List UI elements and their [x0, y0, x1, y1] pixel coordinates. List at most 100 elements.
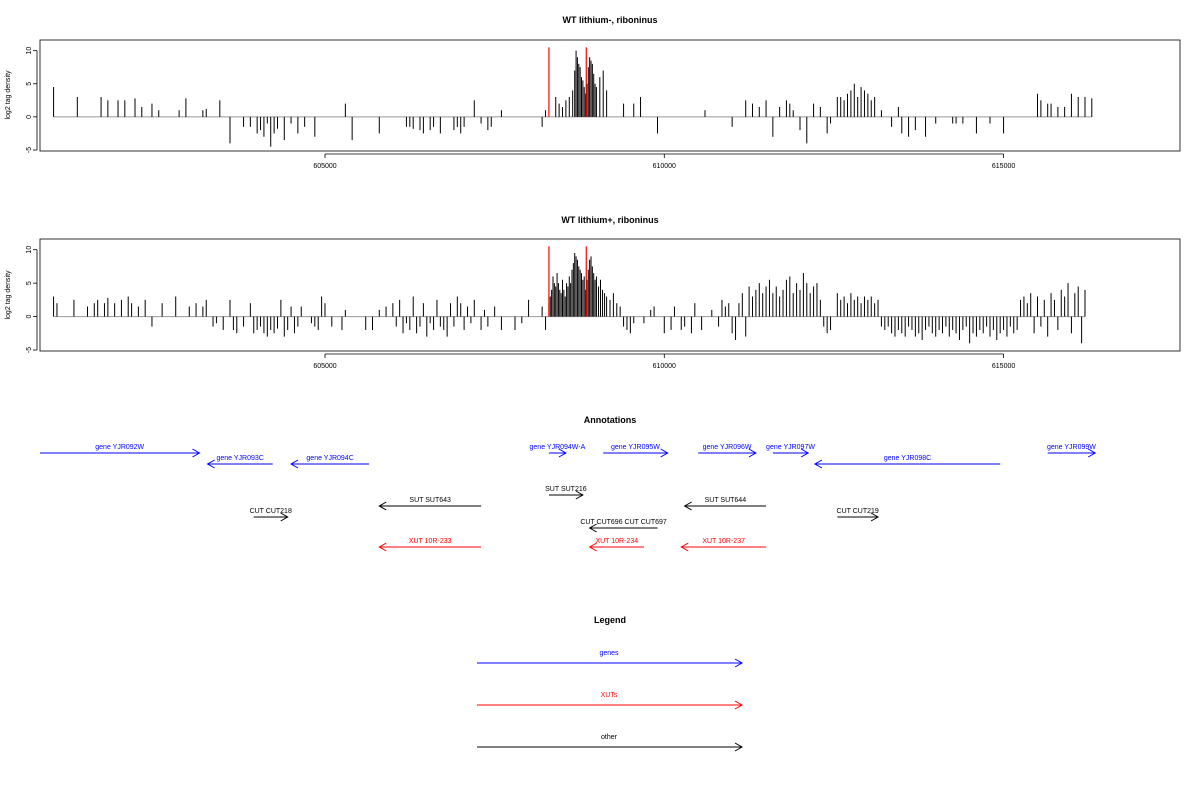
feature-arrow	[378, 501, 482, 511]
panel-title: WT lithium+, riboninus	[561, 215, 658, 225]
feature-label: gene YJR099W	[1047, 444, 1096, 451]
x-axis: 605000 610000 615000	[313, 353, 1015, 370]
feature-other: SUT SUT644	[683, 497, 767, 511]
feature-arrow	[548, 490, 584, 500]
feature-arrow	[378, 542, 482, 552]
panel-title: WT lithium-, riboninus	[563, 15, 658, 25]
feature-arrow	[588, 542, 644, 552]
bar-series	[53, 50, 1093, 147]
y-tick-label: 10	[26, 47, 33, 55]
feature-label: gene YJR095W	[611, 444, 660, 451]
legend-entry-other: other	[477, 734, 744, 752]
feature-arrow	[813, 459, 1001, 469]
y-tick-label: 0	[26, 115, 33, 119]
feature-label: gene YJR093C	[216, 455, 263, 462]
y-tick-label: 0	[26, 315, 33, 319]
feature-label: CUT CUT219	[837, 508, 879, 515]
legend-arrow	[477, 658, 744, 668]
feature-arrow	[40, 448, 201, 458]
legend-entries: genes XUTs other	[477, 650, 744, 752]
x-axis: 605000 610000 615000	[313, 153, 1015, 170]
feature-xut: XUT 10R-233	[378, 538, 482, 552]
feature-arrow	[588, 523, 658, 533]
annotations-title: Annotations	[584, 415, 637, 425]
feature-arrow	[206, 459, 273, 469]
feature-label: XUT 10R-233	[409, 538, 452, 545]
feature-arrow	[290, 459, 370, 469]
feature-other: SUT SUT643	[378, 497, 482, 511]
legend-arrow	[477, 700, 744, 710]
legend: Legend genes XUTs other	[477, 615, 744, 752]
feature-arrow	[837, 512, 880, 522]
feature-other: CUT CUT218	[250, 508, 292, 522]
plot-frame	[39, 39, 1181, 152]
feature-xut: XUT 10R-237	[680, 538, 767, 552]
feature-label: SUT SUT216	[545, 486, 587, 493]
legend-arrow	[477, 742, 744, 752]
legend-label: XUTs	[601, 692, 618, 699]
legend-entry-gene: genes	[477, 650, 744, 668]
feature-arrow	[1047, 448, 1097, 458]
feature-gene: gene YJR092W	[40, 444, 201, 458]
density-panel-lithium-plus: WT lithium+, riboninus log2 tag density …	[5, 215, 1181, 370]
y-tick-label: -5	[26, 147, 33, 153]
feature-gene: gene YJR098C	[813, 455, 1001, 469]
feature-arrow	[253, 512, 289, 522]
legend-entry-xut: XUTs	[477, 692, 744, 710]
feature-label: gene YJR097W	[766, 444, 815, 451]
y-axis-label: log2 tag density	[5, 70, 12, 120]
legend-label: other	[601, 734, 618, 741]
feature-gene: gene YJR097W	[766, 444, 815, 458]
feature-arrow	[698, 448, 757, 458]
density-panel-lithium-minus: WT lithium-, riboninus log2 tag density …	[5, 15, 1181, 170]
feature-gene: gene YJR095W	[603, 444, 669, 458]
x-tick-label: 605000	[313, 363, 336, 370]
feature-label: XUT 10R-234	[595, 538, 638, 545]
y-tick-label: 5	[26, 281, 33, 285]
feature-arrow	[603, 448, 669, 458]
x-tick-label: 615000	[992, 163, 1015, 170]
x-tick-label: 605000	[313, 163, 336, 170]
feature-label: gene YJR096W	[703, 444, 752, 451]
feature-arrow	[548, 448, 567, 458]
feature-label: gene YJR098C	[884, 455, 931, 462]
feature-label: CUT CUT696 CUT CUT697	[580, 519, 667, 526]
y-tick-label: 5	[26, 82, 33, 86]
feature-label: gene YJR094C	[306, 455, 353, 462]
feature-label: SUT SUT643	[409, 497, 451, 504]
feature-gene: gene YJR094C	[290, 455, 370, 469]
feature-xut: XUT 10R-234	[588, 538, 644, 552]
feature-arrow	[680, 542, 767, 552]
feature-label: SUT SUT644	[705, 497, 747, 504]
feature-arrow	[683, 501, 767, 511]
plot-frame	[39, 238, 1181, 352]
x-tick-label: 610000	[653, 163, 676, 170]
y-axis: -5 0 5 10	[26, 246, 38, 353]
feature-label: XUT 10R-237	[702, 538, 745, 545]
feature-gene: gene YJR099W	[1047, 444, 1097, 458]
feature-arrow	[772, 448, 810, 458]
feature-gene: gene YJR096W	[698, 444, 757, 458]
y-axis: -5 0 5 10	[26, 47, 38, 153]
marker-series	[548, 246, 587, 317]
feature-label: gene YJR094W-A	[530, 444, 586, 451]
marker-series	[548, 47, 587, 117]
y-tick-label: 10	[26, 246, 33, 254]
feature-other: CUT CUT696 CUT CUT697	[580, 519, 667, 533]
bar-series	[53, 253, 1086, 344]
y-axis-label: log2 tag density	[5, 270, 12, 320]
legend-label: genes	[599, 650, 619, 657]
feature-gene: gene YJR094W-A	[530, 444, 586, 458]
feature-gene: gene YJR093C	[206, 455, 273, 469]
y-tick-label: -5	[26, 347, 33, 353]
feature-other: SUT SUT216	[545, 486, 587, 500]
x-tick-label: 615000	[992, 363, 1015, 370]
feature-label: CUT CUT218	[250, 508, 292, 515]
x-tick-label: 610000	[653, 363, 676, 370]
feature-other: CUT CUT219	[837, 508, 880, 522]
legend-title: Legend	[594, 615, 626, 625]
feature-list: gene YJR092W gene YJR093C gene YJR094C gene…	[40, 444, 1097, 552]
feature-label: gene YJR092W	[95, 444, 144, 451]
